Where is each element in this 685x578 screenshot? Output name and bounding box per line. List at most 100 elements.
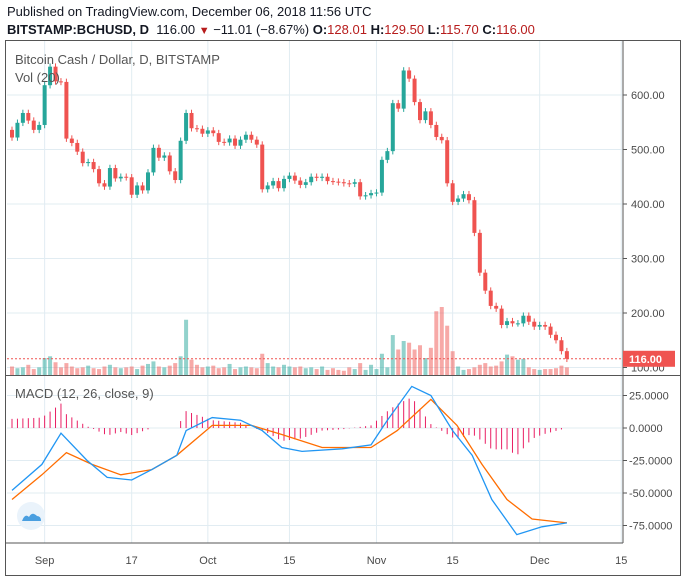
candle-body [314,176,319,178]
volume-bar [505,354,510,375]
macd-tick-label: 25.0000 [629,391,669,403]
volume-bar [265,363,270,375]
candle-body [42,85,47,125]
candle-body [423,111,428,121]
symbol: BITSTAMP:BCHUSD, D [7,22,150,37]
volume-bar [113,367,118,375]
chart-title-legend: Bitcoin Cash / Dollar, D, BITSTAMP [15,52,220,67]
candle-body [140,185,145,191]
candle-body [434,124,439,137]
volume-bar [385,367,390,375]
volume-bar [184,319,189,375]
price-tick-label: 200.00 [631,308,665,320]
volume-bar [129,366,134,375]
volume-bar [379,353,384,375]
candle-body [418,102,422,121]
candle-body [53,66,58,82]
volume-bar [162,367,167,375]
candle-body [298,180,303,185]
candle-body [26,112,31,121]
volume-bar [276,367,281,375]
candle-body [483,272,488,291]
candle-body [243,134,248,140]
candle-body [526,315,531,322]
volume-bar [548,369,553,375]
candle-body [466,194,471,201]
candle-body [303,182,308,185]
candle-body [227,138,232,143]
candle-body [510,321,515,324]
volume-bar [205,366,210,375]
volume-bar [64,363,69,375]
candle-body [456,198,461,202]
volume-bar [320,366,325,375]
candle-body [521,315,526,324]
candle-body [97,169,102,184]
volume-bar [189,359,194,375]
volume-bar [86,365,91,375]
candle-body [58,81,63,83]
macd-tick-label: -50.0000 [629,488,672,500]
candle-body [86,162,91,164]
candle-body [309,176,314,183]
candle-body [205,130,210,134]
candle-body [10,129,14,138]
high-value: 129.50 [384,22,425,37]
candle-body [156,147,161,158]
low-value: 115.70 [439,22,479,37]
volume-bar [48,356,53,375]
time-axis-label: 15 [615,555,627,567]
candle-body [499,308,504,325]
volume-bar [499,361,504,375]
volume-bar [260,353,265,375]
volume-bar [358,363,363,375]
candle-body [390,103,395,152]
close-value: 116.00 [496,22,535,37]
volume-bar [249,367,254,375]
volume-bar [450,351,455,375]
candle-body [15,122,20,138]
candle-body [146,172,150,191]
volume-bar [461,369,466,375]
candle-body [238,139,243,146]
candle-body [276,181,281,189]
volume-bar [151,361,156,375]
volume-bar [80,367,85,375]
volume-bar [369,364,374,375]
volume-bar [107,364,112,375]
macd-line [11,385,568,536]
candle-body [554,334,558,341]
volume-bar [412,349,417,375]
volume-bar [91,368,96,375]
price-tick-label: 600.00 [631,90,665,102]
time-axis-label: 15 [447,555,459,567]
volume-bar [537,369,542,375]
volume-bar [15,368,20,375]
candle-body [341,182,346,184]
candle-body [113,168,118,179]
symbol-line: BITSTAMP:BCHUSD, D 116.00 ▼ −11.01 (−8.6… [7,22,535,37]
high-label: H: [370,22,385,37]
volume-bar [526,367,531,375]
volume-bar [10,366,14,375]
candle-body [173,171,178,181]
volume-bar [352,369,357,375]
candle-body [216,133,221,142]
volume-bar [325,369,330,375]
close-label: C: [482,22,497,37]
volume-bar [336,369,341,375]
volume-bar [521,358,526,375]
candle-body [330,181,335,183]
candle-body [178,140,183,181]
candle-body [189,112,194,129]
candle-body [374,192,379,194]
volume-bar [298,366,303,375]
candle-body [543,324,548,327]
candle-body [124,176,129,178]
volume-bar [494,365,499,375]
candle-body [379,159,384,193]
candle-body [358,182,363,197]
time-axis-label: Nov [367,555,387,567]
volume-bar [445,325,450,375]
